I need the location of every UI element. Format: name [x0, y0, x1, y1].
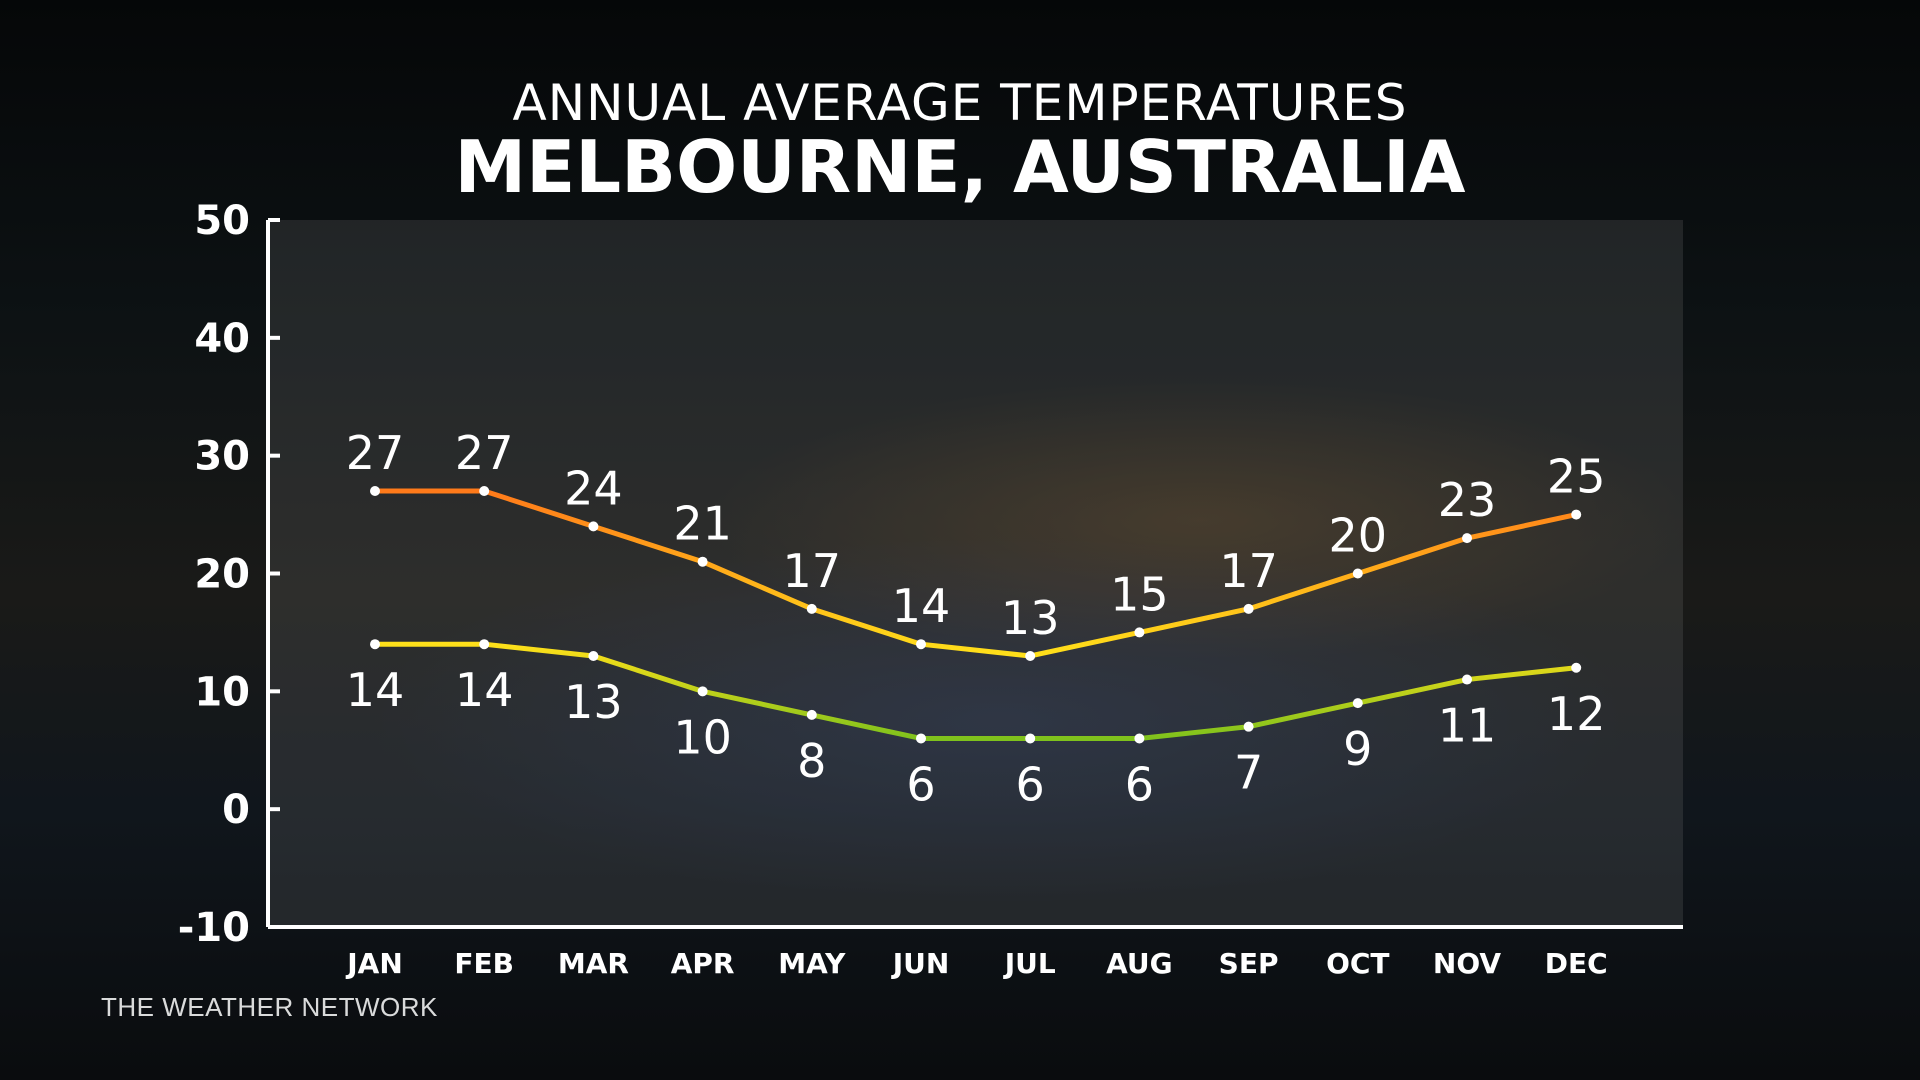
series-point: [916, 639, 926, 650]
data-label: 20: [1329, 509, 1388, 563]
data-label: 11: [1438, 699, 1497, 753]
x-tick-label: FEB: [454, 947, 514, 980]
data-label: 24: [564, 461, 623, 515]
series-point: [806, 709, 817, 720]
plot-panel: [268, 220, 1683, 927]
data-label: 15: [1110, 567, 1169, 621]
x-tick-label: MAR: [558, 947, 629, 980]
series-point: [1571, 509, 1582, 520]
data-label: 27: [455, 426, 514, 480]
data-label: 14: [892, 579, 951, 633]
series-point: [588, 650, 599, 661]
chart-title: ANNUAL AVERAGE TEMPERATURES: [512, 74, 1408, 132]
y-tick-label: 20: [194, 552, 250, 598]
series-point: [1462, 674, 1472, 685]
x-tick-label: AUG: [1106, 947, 1173, 980]
series-point: [479, 639, 490, 650]
series-point: [1243, 603, 1254, 614]
series-point: [1462, 533, 1472, 544]
data-label: 6: [1016, 757, 1045, 811]
y-tick-label: 50: [194, 198, 250, 244]
data-label: 6: [1125, 757, 1154, 811]
data-label: 6: [906, 757, 935, 811]
data-label: 10: [673, 710, 732, 764]
series-point: [1134, 627, 1145, 638]
data-label: 21: [673, 497, 732, 551]
series-point: [479, 486, 490, 497]
data-label: 17: [1219, 544, 1278, 598]
series-line: [372, 488, 1579, 659]
series-point: [370, 639, 380, 650]
series-point: [1571, 662, 1582, 673]
chart-subtitle: MELBOURNE, AUSTRALIA: [454, 125, 1466, 209]
data-label: 9: [1343, 722, 1372, 776]
series-point: [588, 521, 599, 532]
x-tick-label: APR: [671, 947, 735, 980]
data-label: 13: [564, 675, 623, 729]
data-label: 23: [1438, 473, 1497, 527]
series-point: [806, 603, 817, 614]
data-label: 17: [783, 544, 842, 598]
data-label: 14: [455, 663, 514, 717]
data-label: 7: [1234, 746, 1263, 800]
y-tick-label: 0: [222, 787, 250, 833]
y-tick-label: 30: [194, 434, 250, 480]
series-point: [1025, 733, 1036, 744]
y-tick-label: 10: [194, 669, 250, 715]
series-point: [697, 686, 708, 697]
x-tick-label: SEP: [1219, 947, 1279, 980]
x-tick-label: JUN: [891, 947, 950, 980]
series-point: [1134, 733, 1145, 744]
x-tick-label: OCT: [1326, 947, 1389, 980]
series-point: [1352, 568, 1363, 579]
data-label: 27: [346, 426, 405, 480]
y-tick-label: -10: [178, 905, 250, 951]
series-point: [1243, 721, 1254, 732]
x-tick-label: JUL: [1003, 947, 1056, 980]
data-label: 14: [346, 663, 405, 717]
series-point: [916, 733, 926, 744]
data-label: 13: [1001, 591, 1060, 645]
series-line: [372, 641, 1579, 741]
data-label: 12: [1547, 687, 1606, 741]
data-label: 25: [1547, 450, 1606, 504]
series-point: [1025, 650, 1036, 661]
x-tick-label: MAY: [778, 947, 846, 980]
series-point: [697, 556, 708, 567]
series-point: [370, 486, 380, 497]
x-tick-label: DEC: [1545, 947, 1608, 980]
data-label: 8: [797, 734, 826, 788]
x-tick-label: JAN: [345, 947, 403, 980]
x-tick-label: NOV: [1433, 947, 1501, 980]
y-tick-label: 40: [194, 316, 250, 362]
brand-watermark: THE WEATHER NETWORK: [101, 992, 438, 1022]
series-point: [1352, 698, 1363, 709]
